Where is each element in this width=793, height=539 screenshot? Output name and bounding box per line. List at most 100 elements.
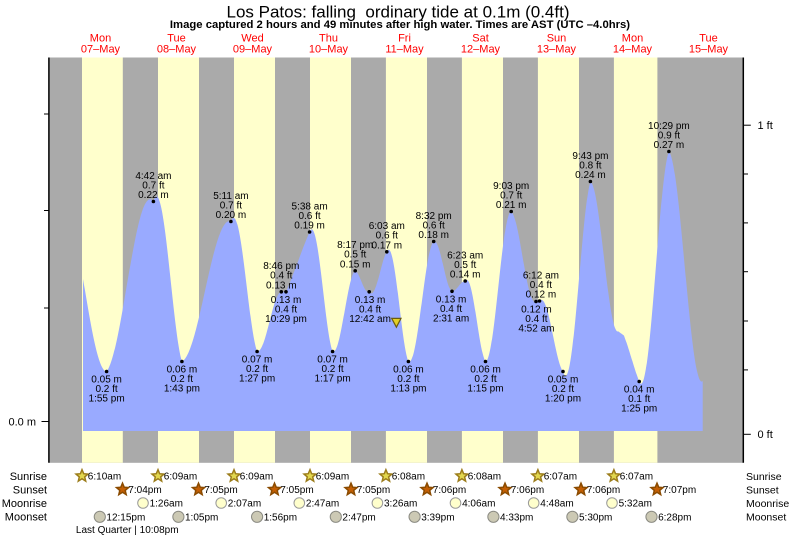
svg-text:0.13 m: 0.13 m	[436, 294, 467, 305]
svg-text:10:29 pm: 10:29 pm	[265, 314, 307, 325]
svg-text:Sunrise: Sunrise	[10, 471, 47, 483]
svg-text:1:55 pm: 1:55 pm	[89, 394, 125, 405]
svg-text:6:08am: 6:08am	[468, 472, 501, 483]
svg-text:0.19 m: 0.19 m	[294, 221, 325, 232]
svg-text:7:04pm: 7:04pm	[128, 485, 161, 496]
svg-text:9:43 pm: 9:43 pm	[572, 151, 608, 162]
svg-text:0.24 m: 0.24 m	[575, 170, 606, 181]
svg-text:0.06 m: 0.06 m	[470, 365, 501, 376]
svg-text:0.12 m: 0.12 m	[521, 305, 552, 316]
svg-text:Moonset: Moonset	[5, 512, 47, 524]
svg-text:12–May: 12–May	[461, 43, 501, 55]
svg-text:0.13 m: 0.13 m	[271, 295, 302, 306]
svg-text:0.20 m: 0.20 m	[216, 210, 247, 221]
svg-text:1:56pm: 1:56pm	[264, 512, 297, 523]
svg-text:0.2 ft: 0.2 ft	[552, 384, 574, 395]
svg-text:0.1 ft: 0.1 ft	[628, 394, 650, 405]
svg-text:0.04 m: 0.04 m	[624, 385, 655, 396]
svg-text:7:05pm: 7:05pm	[280, 485, 313, 496]
svg-text:1 ft: 1 ft	[758, 120, 773, 132]
svg-text:Sunset: Sunset	[746, 484, 779, 496]
svg-text:0.0 m: 0.0 m	[8, 416, 36, 428]
svg-text:1:15 pm: 1:15 pm	[467, 384, 503, 395]
svg-text:5:32am: 5:32am	[619, 499, 652, 510]
svg-text:1:43 pm: 1:43 pm	[164, 384, 200, 395]
svg-text:6:28pm: 6:28pm	[658, 512, 691, 523]
svg-text:0.9 ft: 0.9 ft	[658, 130, 680, 141]
svg-text:0.7 ft: 0.7 ft	[500, 190, 522, 201]
svg-text:8:46 pm: 8:46 pm	[263, 261, 299, 272]
svg-text:7:05pm: 7:05pm	[204, 485, 237, 496]
svg-text:Image captured 2 hours and 49: Image captured 2 hours and 49 minutes af…	[170, 19, 630, 31]
svg-text:2:07am: 2:07am	[228, 499, 261, 510]
svg-text:0.13 m: 0.13 m	[355, 295, 386, 306]
svg-text:6:09am: 6:09am	[240, 472, 273, 483]
svg-text:Last Quarter | 10:08pm: Last Quarter | 10:08pm	[76, 525, 179, 536]
svg-text:0.7 ft: 0.7 ft	[142, 180, 164, 191]
svg-text:1:13 pm: 1:13 pm	[390, 384, 426, 395]
svg-text:Sun: Sun	[547, 32, 567, 44]
svg-text:6:08am: 6:08am	[392, 472, 425, 483]
svg-text:0.21 m: 0.21 m	[496, 200, 527, 211]
svg-text:0.27 m: 0.27 m	[654, 140, 685, 151]
svg-text:0.05 m: 0.05 m	[548, 375, 579, 386]
svg-text:Thu: Thu	[319, 32, 338, 44]
svg-text:6:07am: 6:07am	[620, 472, 653, 483]
svg-text:0.06 m: 0.06 m	[393, 365, 424, 376]
svg-text:Tue: Tue	[699, 32, 718, 44]
svg-text:6:09am: 6:09am	[316, 472, 349, 483]
svg-text:0.6 ft: 0.6 ft	[423, 220, 445, 231]
svg-text:Tue: Tue	[167, 32, 186, 44]
svg-text:0 ft: 0 ft	[758, 429, 773, 441]
svg-text:6:07am: 6:07am	[544, 472, 577, 483]
svg-text:7:07pm: 7:07pm	[663, 485, 696, 496]
svg-text:0.7 ft: 0.7 ft	[220, 200, 242, 211]
svg-text:Los Patos: falling ordinary t: Los Patos: falling ordinary tide at 0.1m…	[226, 2, 569, 21]
svg-text:7:06pm: 7:06pm	[433, 485, 466, 496]
svg-text:0.2 ft: 0.2 ft	[95, 384, 117, 395]
svg-text:Fri: Fri	[398, 32, 411, 44]
svg-text:1:25 pm: 1:25 pm	[621, 404, 657, 415]
svg-text:1:05pm: 1:05pm	[185, 512, 218, 523]
svg-text:2:47am: 2:47am	[306, 499, 339, 510]
svg-text:0.12 m: 0.12 m	[526, 290, 557, 301]
svg-text:0.07 m: 0.07 m	[242, 355, 273, 366]
svg-text:7:06pm: 7:06pm	[511, 485, 544, 496]
svg-text:0.05 m: 0.05 m	[91, 375, 122, 386]
svg-text:0.2 ft: 0.2 ft	[397, 374, 419, 385]
svg-text:5:38 am: 5:38 am	[292, 201, 328, 212]
svg-text:6:23 am: 6:23 am	[447, 250, 483, 261]
svg-text:8:32 pm: 8:32 pm	[416, 211, 452, 222]
svg-text:0.2 ft: 0.2 ft	[321, 364, 343, 375]
svg-text:14–May: 14–May	[613, 43, 653, 55]
svg-text:13–May: 13–May	[537, 43, 577, 55]
svg-text:Sunrise: Sunrise	[746, 471, 782, 483]
svg-text:Mon: Mon	[90, 32, 111, 44]
svg-text:10:29 pm: 10:29 pm	[648, 121, 690, 132]
svg-text:0.5 ft: 0.5 ft	[344, 250, 366, 261]
svg-text:0.4 ft: 0.4 ft	[440, 304, 462, 315]
svg-text:0.6 ft: 0.6 ft	[376, 231, 398, 242]
svg-text:2:31 am: 2:31 am	[433, 314, 469, 325]
svg-text:12:42 am: 12:42 am	[349, 314, 391, 325]
svg-text:5:11 am: 5:11 am	[213, 191, 248, 202]
svg-text:15–May: 15–May	[689, 43, 729, 55]
svg-text:08–May: 08–May	[157, 43, 197, 55]
svg-text:6:03 am: 6:03 am	[369, 221, 405, 232]
svg-text:0.07 m: 0.07 m	[317, 355, 348, 366]
svg-text:0.4 ft: 0.4 ft	[525, 314, 547, 325]
svg-text:11–May: 11–May	[385, 43, 424, 55]
svg-text:Moonrise: Moonrise	[2, 498, 47, 510]
svg-text:12:15pm: 12:15pm	[106, 512, 145, 523]
svg-text:4:33pm: 4:33pm	[500, 512, 533, 523]
svg-text:0.5 ft: 0.5 ft	[454, 260, 476, 271]
svg-text:1:17 pm: 1:17 pm	[315, 374, 351, 385]
svg-text:3:26am: 3:26am	[384, 499, 417, 510]
svg-text:0.06 m: 0.06 m	[167, 365, 198, 376]
svg-text:0.18 m: 0.18 m	[418, 230, 449, 241]
svg-text:1:20 pm: 1:20 pm	[545, 394, 581, 405]
svg-text:Sat: Sat	[472, 32, 489, 44]
svg-text:8:17 pm: 8:17 pm	[337, 240, 373, 251]
svg-text:1:27 pm: 1:27 pm	[239, 374, 275, 385]
svg-text:Sunset: Sunset	[13, 484, 47, 496]
